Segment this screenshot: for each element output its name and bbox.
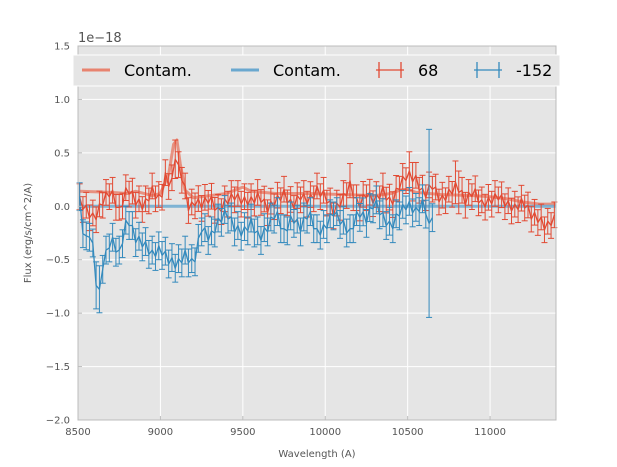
series-layer bbox=[76, 128, 558, 318]
series-line bbox=[78, 158, 556, 231]
legend-item: 68 bbox=[376, 61, 438, 80]
legend-item: -152 bbox=[474, 61, 552, 80]
legend-label: 68 bbox=[418, 61, 438, 80]
legend-label: Contam. bbox=[273, 61, 341, 80]
series-line bbox=[78, 196, 433, 290]
legend-item: Contam. bbox=[82, 61, 192, 80]
y-tick-label: 1.5 bbox=[54, 42, 70, 53]
x-tick-label: 10500 bbox=[392, 427, 424, 438]
y-tick-label: 0.5 bbox=[54, 148, 70, 159]
y-tick-label: −0.5 bbox=[46, 255, 70, 266]
y-axis-label: Flux (erg/s/cm^2/A) bbox=[23, 183, 34, 283]
legend-label: -152 bbox=[516, 61, 552, 80]
y-tick-label: 0.0 bbox=[54, 202, 70, 213]
y-tick-label: −1.0 bbox=[46, 309, 70, 320]
legend-label: Contam. bbox=[124, 61, 192, 80]
y-tick-label: −2.0 bbox=[46, 416, 70, 427]
offset-label: 1e−18 bbox=[78, 31, 122, 46]
x-tick-label: 10000 bbox=[309, 427, 341, 438]
legend-item: Contam. bbox=[231, 61, 341, 80]
y-tick-label: −1.5 bbox=[46, 362, 70, 373]
y-axis-ticks: −2.0 −1.5 −1.0 −0.5 0.0 0.5 1.0 1.5 bbox=[46, 42, 82, 427]
x-tick-label: 9000 bbox=[148, 427, 173, 438]
x-axis-label: Wavelength (A) bbox=[278, 449, 355, 460]
series-blue bbox=[76, 128, 436, 318]
x-tick-label: 11000 bbox=[474, 427, 506, 438]
legend: Contam. Contam. 68 -152 bbox=[72, 54, 561, 87]
plot-frame bbox=[77, 45, 557, 421]
y-tick-label: 1.0 bbox=[54, 95, 70, 106]
x-axis-ticks: 8500 9000 9500 10000 10500 11000 bbox=[65, 416, 506, 438]
x-tick-label: 9500 bbox=[230, 427, 255, 438]
x-tick-label: 8500 bbox=[65, 427, 90, 438]
